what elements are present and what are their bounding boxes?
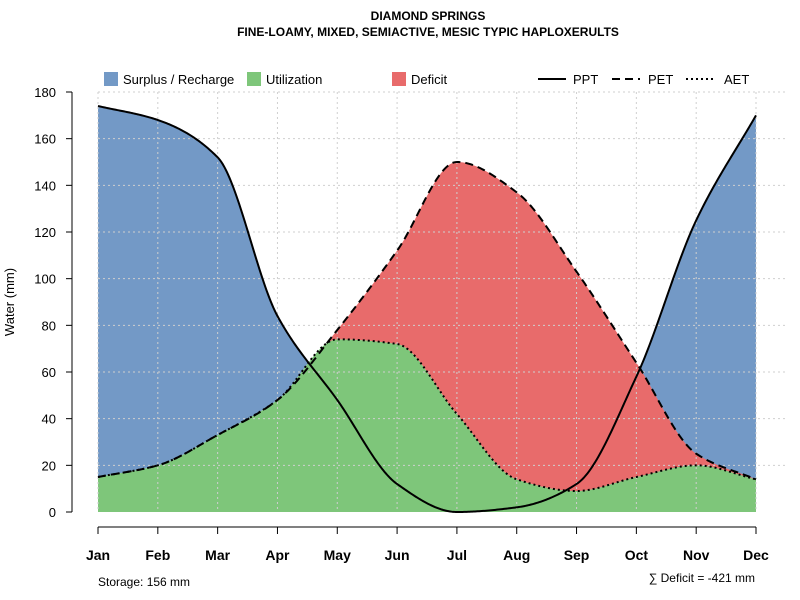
series-lines [97,105,757,513]
x-tick-label: Jun [385,547,410,563]
y-tick-label: 120 [34,225,56,240]
y-tick-label: 180 [34,85,56,100]
y-tick-label: 160 [34,132,56,147]
legend-swatch-utilization [247,72,261,86]
series-line-pet [97,160,757,481]
x-tick-label: Sep [564,547,590,563]
axes: 0 20 40 60 80 100 120 140 160 180 Jan Feb Mar Apr May J… [34,85,769,563]
area-fills [98,106,756,512]
y-tick-label: 20 [42,458,56,473]
x-tick-label: Nov [683,547,710,563]
legend: Surplus / Recharge Utilization Deficit P… [104,72,749,87]
legend-label-ppt: PPT [573,72,598,87]
x-tick-label: Apr [265,547,290,563]
legend-label-pet: PET [648,72,673,87]
chart-subtitle: FINE-LOAMY, MIXED, SEMIACTIVE, MESIC TYP… [237,25,619,39]
deficit-area [98,162,756,491]
x-tick-label: Oct [625,547,649,563]
y-tick-label: 140 [34,178,56,193]
legend-label-surplus: Surplus / Recharge [123,72,234,87]
y-tick-label: 100 [34,272,56,287]
y-tick-label: 0 [49,505,56,520]
legend-swatch-deficit [392,72,406,86]
x-tick-label: Aug [503,547,530,563]
legend-label-utilization: Utilization [266,72,322,87]
x-tick-label: Jul [447,547,467,563]
x-tick-label: Dec [743,547,769,563]
x-tick-label: Feb [145,547,170,563]
x-tick-label: Jan [86,547,110,563]
series-line-aet [97,338,757,493]
series-line-ppt [97,105,757,513]
y-tick-label: 40 [42,412,56,427]
y-axis-title: Water (mm) [2,268,17,336]
y-tick-label: 60 [42,365,56,380]
x-tick-label: Mar [205,547,230,563]
x-tick-label: May [324,547,351,563]
grid [97,91,785,512]
chart-title: DIAMOND SPRINGS [371,9,486,23]
legend-swatch-surplus [104,72,118,86]
deficit-note: ∑ Deficit = -421 mm [649,571,755,585]
surplus-recharge-area [98,106,756,491]
utilization-area [98,339,756,512]
storage-note: Storage: 156 mm [98,575,190,589]
y-tick-label: 80 [42,318,56,333]
legend-label-aet: AET [724,72,749,87]
legend-label-deficit: Deficit [411,72,448,87]
